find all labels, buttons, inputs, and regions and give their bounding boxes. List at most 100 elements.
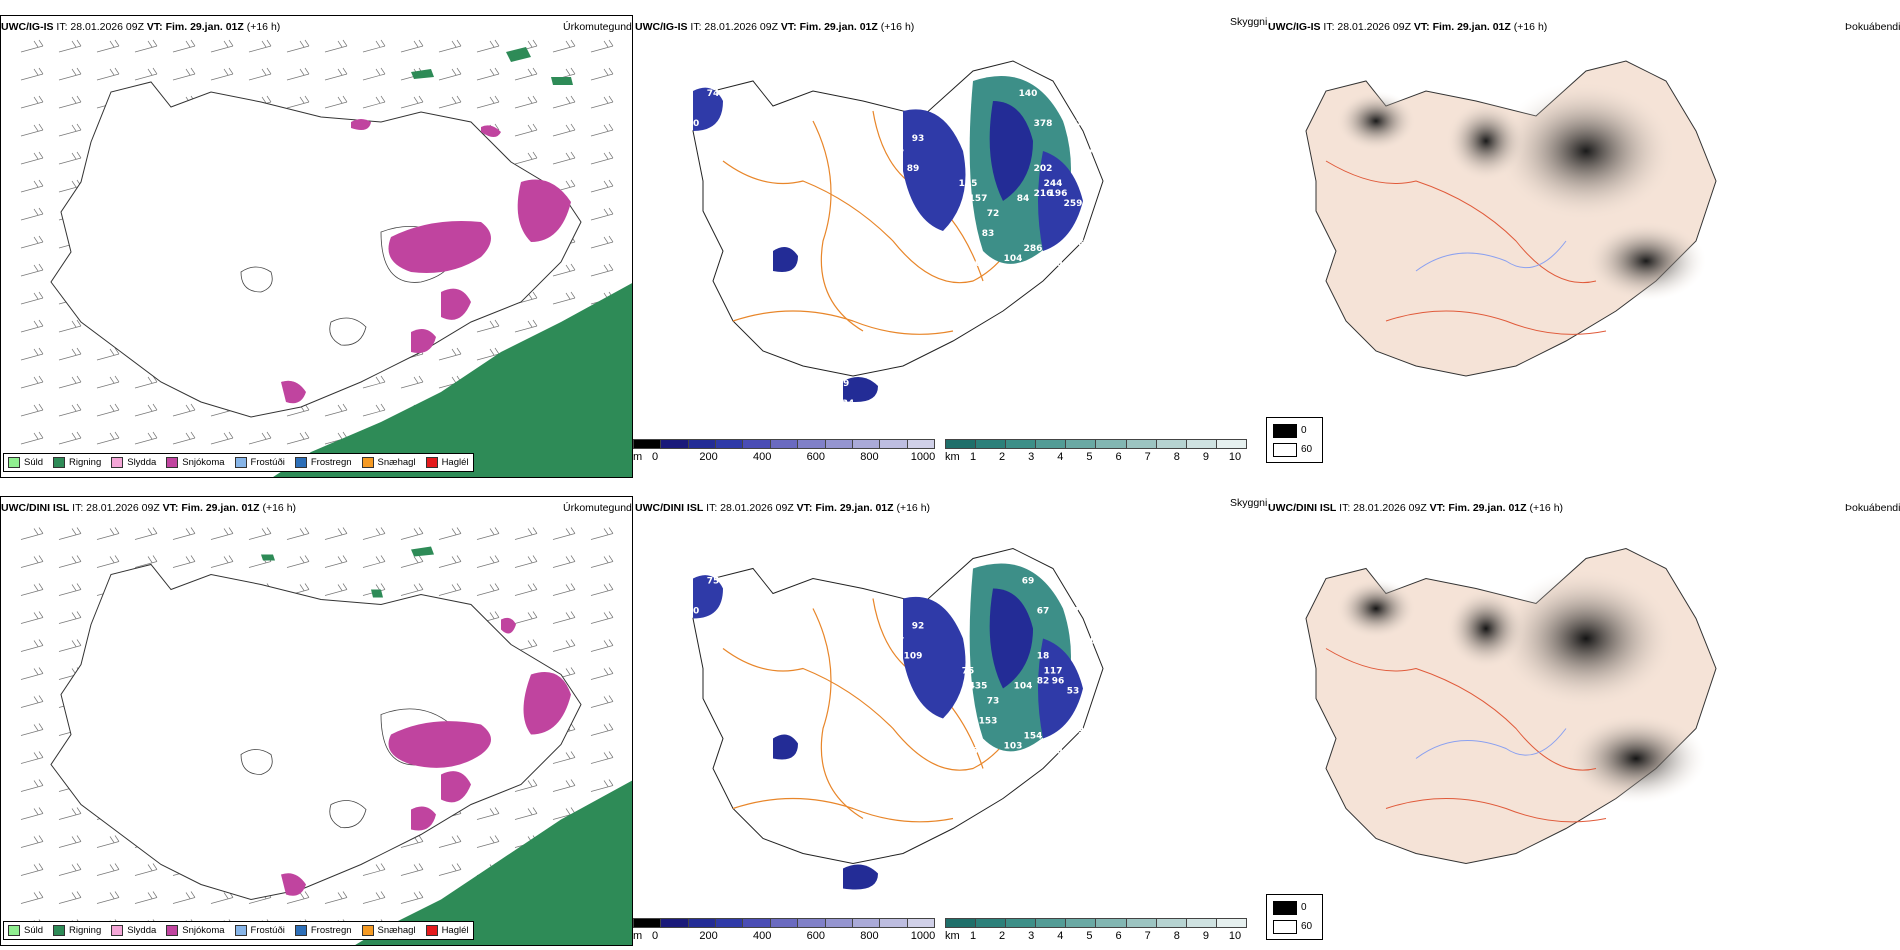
fog-map-row1	[1305, 60, 1717, 377]
road-network	[722, 598, 1034, 823]
valid-time: VT: Fim. 29.jan. 01Z	[162, 502, 260, 514]
map-value-label: 196	[1049, 189, 1068, 199]
visibility-panel-row2: 75 10 16 87 92 109 75 435 73 104 153 84 62 103 154 200 6…	[633, 496, 1266, 946]
colorbar-tick: 0	[651, 930, 659, 942]
valid-time: VT: Fim. 29.jan. 01Z	[146, 21, 244, 33]
map-value-label: 61	[947, 269, 960, 279]
legend-item: Rigning	[53, 925, 101, 936]
map-value-label: 68	[867, 244, 880, 254]
legend-label: Slydda	[127, 457, 157, 468]
colorbar-tick: 9	[1202, 451, 1209, 463]
map-value-label: 84	[867, 732, 880, 742]
run-time: IT: 28.01.2026 09Z	[690, 21, 778, 33]
map-value-label: 83	[982, 229, 995, 239]
map-value-label: 378	[1034, 119, 1053, 129]
precip-map-row2	[20, 527, 632, 945]
roads-rivers	[1325, 648, 1607, 823]
precip-type-panel-row1: Súld Rigning Slydda Snjókoma Frostúði Frostre…	[0, 15, 633, 478]
colorbar-segment	[1156, 919, 1187, 927]
run-time: IT: 28.01.2026 09Z	[1323, 21, 1411, 33]
legend-swatch	[234, 925, 247, 936]
colorbar-tick: 200	[699, 930, 718, 942]
visibility-colorbar: km 1 2 3 4 5 6 7 8 9 10	[945, 918, 1247, 946]
colorbar-segment	[976, 919, 1007, 927]
legend-item: Rigning	[53, 457, 101, 468]
run-time: IT: 28.01.2026 09Z	[706, 502, 794, 514]
legend-item: Frostúði	[234, 925, 285, 936]
colorbar-segment	[1126, 440, 1157, 448]
map-value-label: 259	[1064, 199, 1083, 209]
legend-item: Slydda	[111, 925, 156, 936]
legend-swatch	[8, 925, 20, 936]
legend-item: Súld	[8, 925, 43, 936]
map-value-label: 34	[842, 399, 855, 409]
colorbar-segment	[688, 440, 717, 448]
legend-swatch	[166, 457, 179, 468]
map-value-label: 44	[1017, 334, 1030, 344]
colorbar-segment	[716, 919, 744, 927]
precip-type-legend: Súld Rigning Slydda Snjókoma Frostúði Frostre…	[3, 921, 474, 940]
fog-panel-row1: 0 60	[1266, 15, 1899, 478]
map-value-label: 47	[1027, 797, 1040, 807]
map-value-label: 200	[944, 757, 963, 767]
colorbar-tick: 9	[1202, 930, 1209, 942]
fog-panel-title: Þokuábendi	[1845, 21, 1900, 33]
colorbar-segment	[907, 919, 934, 927]
colorbar-segment	[634, 440, 662, 448]
colorbar-segment	[1036, 919, 1067, 927]
colorbar-tick: 7	[1144, 451, 1151, 463]
map-value-label: 75	[707, 577, 720, 587]
colorbar-segment	[1066, 919, 1097, 927]
map-value-label: 202	[1034, 164, 1053, 174]
legend-label: Frostregn	[310, 925, 352, 936]
precip-map-row1	[20, 39, 632, 477]
map-value-label: 244	[1044, 179, 1063, 189]
precip-type-panel-row2: Súld Rigning Slydda Snjókoma Frostúði Frostre…	[0, 496, 633, 946]
map-value-label: 154	[1024, 732, 1043, 742]
colorbar-segment	[852, 440, 881, 448]
map-value-label: 160	[1044, 747, 1063, 757]
visibility-panel-row1: 74 10 96 87 93 89 115 157 72 84 83 68 106 104 286 61 140…	[633, 15, 1266, 478]
map-value-label: 67	[1037, 607, 1050, 617]
colorbar-tick: 2	[999, 930, 1006, 942]
colorbar-tick: 800	[860, 930, 879, 942]
run-time: IT: 28.01.2026 09Z	[1339, 502, 1427, 514]
legend-item: Snæhagl	[361, 457, 416, 468]
legend-swatch	[8, 457, 20, 468]
colorbar-segment	[946, 440, 977, 448]
colorbar-tick: 7	[1144, 930, 1151, 942]
map-value-label: 84	[1017, 194, 1030, 204]
map-value-label: 96	[702, 149, 715, 159]
colorbar-tick: 1000	[910, 451, 936, 463]
map-value-label: 104	[1004, 254, 1023, 264]
map-value-label: 117	[1044, 667, 1063, 677]
map-value-label: 111	[1094, 219, 1113, 229]
map-value-label: 98	[1082, 264, 1095, 274]
legend-swatch	[425, 925, 438, 936]
map-value-label: 104	[1014, 682, 1033, 692]
colorbar-segment	[907, 440, 934, 448]
map-value-label: 115	[959, 179, 978, 189]
legend-item: Frostúði	[234, 457, 285, 468]
roads-rivers	[1325, 160, 1607, 335]
map-value-label: 82	[1037, 677, 1050, 687]
model-label: UWC/DINI ISL	[635, 502, 704, 514]
colorbar-segment	[661, 440, 689, 448]
map-value-label: 69	[1022, 577, 1035, 587]
colorbar-segment	[798, 440, 826, 448]
map-value-label: 53	[1067, 687, 1080, 697]
colorbar-segment	[661, 919, 689, 927]
model-label: UWC/IG-IS	[635, 21, 688, 33]
clouds-panel-title: Skyggni	[1230, 16, 1268, 28]
row1-header-3: UWC/IG-IS IT: 28.01.2026 09Z VT: Fim. 29…	[1268, 21, 1547, 33]
colorbar-tick: 800	[860, 451, 879, 463]
legend-swatch	[111, 925, 124, 936]
legend-label: Frostúði	[250, 925, 285, 936]
map-value-label: 105	[1084, 637, 1103, 647]
map-value-label: 97	[1107, 154, 1120, 164]
map-value-label: 154	[1079, 244, 1098, 254]
rain-patches	[261, 546, 434, 598]
row1-header-2: UWC/IG-IS IT: 28.01.2026 09Z VT: Fim. 29…	[635, 21, 914, 33]
